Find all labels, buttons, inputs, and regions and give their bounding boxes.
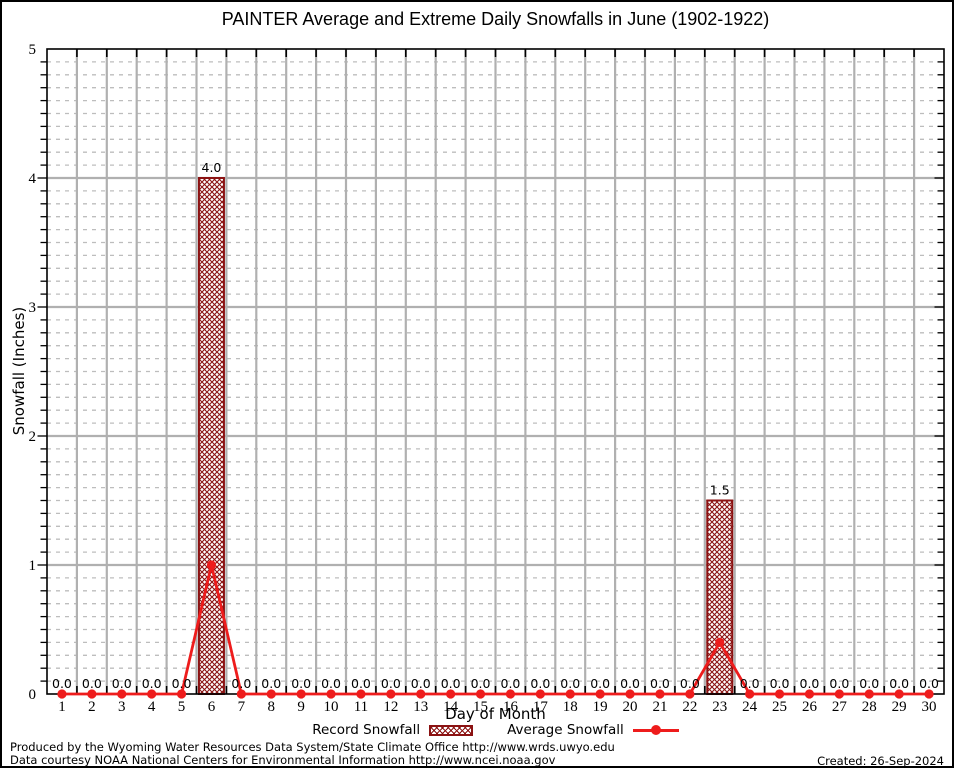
svg-text:0.0: 0.0 (142, 676, 162, 691)
svg-text:0.0: 0.0 (411, 676, 431, 691)
svg-text:17: 17 (533, 699, 549, 715)
svg-text:0.0: 0.0 (471, 676, 491, 691)
svg-text:0.0: 0.0 (321, 676, 341, 691)
y-axis-label: Snowfall (Inches) (10, 306, 28, 436)
svg-text:22: 22 (682, 699, 697, 715)
record-hatch-swatch-icon (429, 724, 474, 736)
svg-text:0.0: 0.0 (112, 676, 132, 691)
svg-text:0.0: 0.0 (351, 676, 371, 691)
svg-text:16: 16 (503, 699, 519, 715)
svg-text:0.0: 0.0 (52, 676, 72, 691)
svg-text:11: 11 (354, 699, 368, 715)
svg-text:1: 1 (29, 558, 37, 574)
svg-text:27: 27 (832, 699, 848, 715)
svg-text:29: 29 (892, 699, 907, 715)
svg-text:0.0: 0.0 (381, 676, 401, 691)
legend: Record Snowfall Average Snowfall (47, 722, 944, 738)
footer: Produced by the Wyoming Water Resources … (10, 740, 948, 767)
svg-text:0.0: 0.0 (501, 676, 521, 691)
svg-text:20: 20 (623, 699, 638, 715)
svg-text:4.0: 4.0 (202, 160, 222, 175)
chart-title: PAINTER Average and Extreme Daily Snowfa… (221, 9, 770, 29)
svg-text:19: 19 (593, 699, 608, 715)
legend-record-label: Record Snowfall (312, 722, 421, 738)
legend-average-label: Average Snowfall (507, 722, 624, 738)
svg-text:0.0: 0.0 (650, 676, 670, 691)
svg-text:0.0: 0.0 (261, 676, 281, 691)
svg-text:0.0: 0.0 (172, 676, 192, 691)
svg-text:1: 1 (58, 699, 66, 715)
created-date: Created: 26-Sep-2024 (817, 754, 944, 768)
svg-text:14: 14 (443, 699, 459, 715)
svg-text:4: 4 (29, 171, 37, 187)
average-point-marker-icon (650, 725, 661, 735)
svg-text:5: 5 (178, 699, 186, 715)
svg-text:25: 25 (772, 699, 787, 715)
svg-text:0.0: 0.0 (919, 676, 939, 691)
svg-text:13: 13 (413, 699, 428, 715)
svg-text:0.0: 0.0 (530, 676, 550, 691)
svg-text:28: 28 (862, 699, 877, 715)
svg-text:23: 23 (712, 699, 727, 715)
footer-data-courtesy-line: Data courtesy NOAA National Centers for … (10, 752, 556, 767)
svg-text:24: 24 (742, 699, 758, 715)
svg-text:21: 21 (652, 699, 667, 715)
svg-text:0.0: 0.0 (590, 676, 610, 691)
svg-text:0.0: 0.0 (620, 676, 640, 691)
svg-text:0.0: 0.0 (859, 676, 879, 691)
svg-text:3: 3 (118, 699, 126, 715)
svg-text:0.0: 0.0 (231, 676, 251, 691)
svg-text:4: 4 (148, 699, 156, 715)
svg-text:0: 0 (29, 687, 37, 703)
svg-text:1.5: 1.5 (710, 483, 730, 498)
svg-text:0.0: 0.0 (291, 676, 311, 691)
svg-text:5: 5 (29, 42, 37, 58)
svg-text:0.0: 0.0 (889, 676, 909, 691)
svg-text:26: 26 (802, 699, 818, 715)
svg-text:0.0: 0.0 (560, 676, 580, 691)
svg-text:12: 12 (383, 699, 398, 715)
svg-text:0.0: 0.0 (740, 676, 760, 691)
svg-text:10: 10 (324, 699, 339, 715)
svg-text:3: 3 (29, 300, 37, 316)
svg-text:0.0: 0.0 (441, 676, 461, 691)
svg-text:0.0: 0.0 (800, 676, 820, 691)
footer-producer-line: Produced by the Wyoming Water Resources … (10, 740, 615, 754)
svg-text:0.0: 0.0 (770, 676, 790, 691)
svg-text:0.0: 0.0 (82, 676, 102, 691)
svg-text:2: 2 (88, 699, 96, 715)
svg-text:30: 30 (922, 699, 937, 715)
svg-text:0.0: 0.0 (829, 676, 849, 691)
svg-text:6: 6 (208, 699, 216, 715)
x-axis-label: Day of Month (445, 705, 546, 723)
svg-text:8: 8 (268, 699, 276, 715)
svg-text:7: 7 (238, 699, 246, 715)
svg-text:0.0: 0.0 (680, 676, 700, 691)
svg-text:9: 9 (297, 699, 305, 715)
svg-text:2: 2 (29, 429, 37, 445)
average-line-swatch-icon (632, 725, 679, 735)
svg-text:15: 15 (473, 699, 488, 715)
svg-text:18: 18 (563, 699, 578, 715)
